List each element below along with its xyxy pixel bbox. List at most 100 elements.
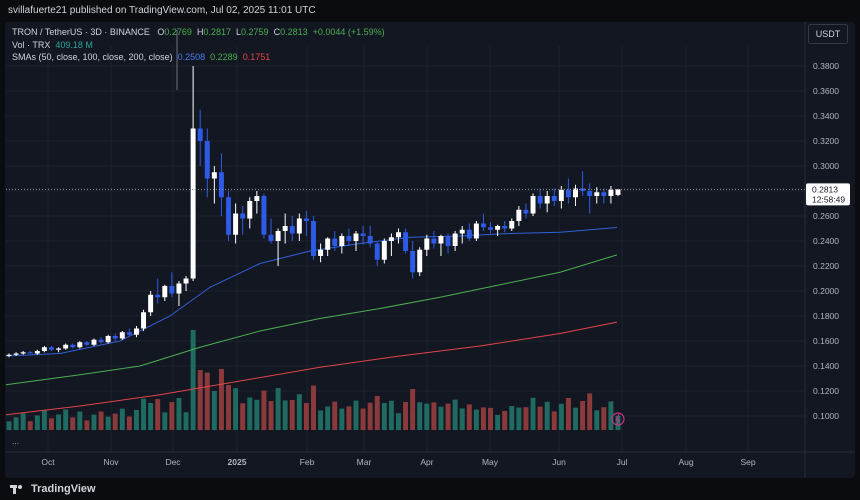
candle-body [311,221,316,256]
volume-bar [169,402,175,430]
volume-bar [148,403,154,430]
volume-bar [318,410,324,430]
y-tick-label: 0.1000 [813,411,839,421]
y-tick-label: 0.3200 [813,136,839,146]
volume-bar [459,408,465,430]
candle-body [282,226,288,231]
volume-bar [49,418,54,430]
volume-bar [374,396,380,430]
x-tick-label: Oct [41,457,55,467]
candle-body [374,243,380,260]
volume-bar [452,399,458,430]
volume-bar [332,401,338,430]
volume-bar [410,389,416,430]
candle-body [233,213,239,235]
candle-body [502,226,508,229]
candle-body [601,192,607,196]
ohlc-row: TRON / TetherUS · 3D · BINANCE O0.2769 H… [12,26,385,39]
volume-bar [488,407,494,430]
volume-bar [105,416,111,430]
volume-bar [296,394,302,430]
brand-label: TradingView [31,483,96,495]
volume-bar [282,400,288,430]
y-tick-label: 0.1600 [813,336,839,346]
candle-body [119,332,125,339]
volume-bar [424,403,430,430]
candle-body [240,213,246,219]
candle-body [13,353,19,355]
last-price-badge [806,183,850,206]
candle-body [544,196,550,204]
candle-body [573,188,578,198]
volume-bar [41,410,47,430]
volume-bar [247,397,253,430]
y-tick-label: 0.2200 [813,261,839,271]
currency-label: USDT [815,29,841,39]
high-label: H [196,27,204,37]
candle-body [141,312,147,329]
price-chart[interactable]: 0.38000.36000.34000.32000.30000.28000.26… [0,0,860,478]
y-tick-label: 0.3000 [813,161,839,171]
candle-body [325,238,331,250]
candle-body [70,344,76,348]
volume-bar [20,413,26,430]
currency-selector[interactable]: USDT [808,24,848,44]
volume-bar [594,410,600,430]
x-tick-label: Feb [300,457,315,467]
publish-info: svillafuerte21 published on TradingView.… [0,0,860,22]
volume-bar [91,414,97,430]
sma-label[interactable]: SMAs (50, close, 100, close, 200, close) [12,52,173,62]
volume-bar [480,407,486,430]
volume-bar [516,407,522,430]
candle-body [162,286,168,298]
volume-bar [367,402,373,430]
last-price-countdown: 12:58:49 [812,194,845,204]
y-tick-label: 0.2600 [813,211,839,221]
candle-body [176,283,182,294]
volume-bar [176,398,182,430]
volume-value: 409.18 M [55,39,93,50]
volume-bar [473,409,479,430]
volume-bar [325,406,331,430]
volume-bar [98,411,104,430]
low-value: 0.2759 [241,27,269,37]
volume-bar [565,398,571,430]
candle-body [431,238,437,244]
volume-bar [346,406,352,430]
x-tick-label: Nov [103,457,119,467]
volume-bar [381,403,387,430]
symbol-label[interactable]: TRON / TetherUS · 3D · BINANCE [12,27,150,37]
candle-body [91,339,97,345]
volume-bar [233,388,239,430]
candle-body [353,233,359,241]
candle-body [488,227,494,230]
candle-body [403,232,409,251]
volume-label[interactable]: Vol · TRX [12,39,51,50]
candle-body [480,223,486,228]
candle-body [289,226,295,234]
candle-body [133,328,139,335]
candle-body [332,238,338,246]
y-tick-label: 0.3600 [813,86,839,96]
candle-body [84,342,90,345]
volume-bar [509,406,515,430]
volume-bar [155,399,161,430]
volume-bar [261,390,267,430]
volume-row: Vol · TRX 409.18 M [12,39,385,52]
candle-body [27,352,33,354]
event-flash-icon [611,412,625,426]
candle-body [388,237,394,241]
candle-body [509,221,515,229]
candle-body [183,278,189,284]
volume-bar [13,417,19,430]
chart-frame[interactable] [5,22,855,478]
close-value: 0.2813 [280,27,308,37]
volume-bar [537,406,543,430]
volume-bar [84,420,90,430]
y-tick-label: 0.2400 [813,236,839,246]
candle-body [558,189,564,201]
volume-bar [403,402,409,430]
candle-body [587,191,593,196]
x-tick-label: Apr [420,457,433,467]
x-tick-label: 2025 [228,457,247,467]
